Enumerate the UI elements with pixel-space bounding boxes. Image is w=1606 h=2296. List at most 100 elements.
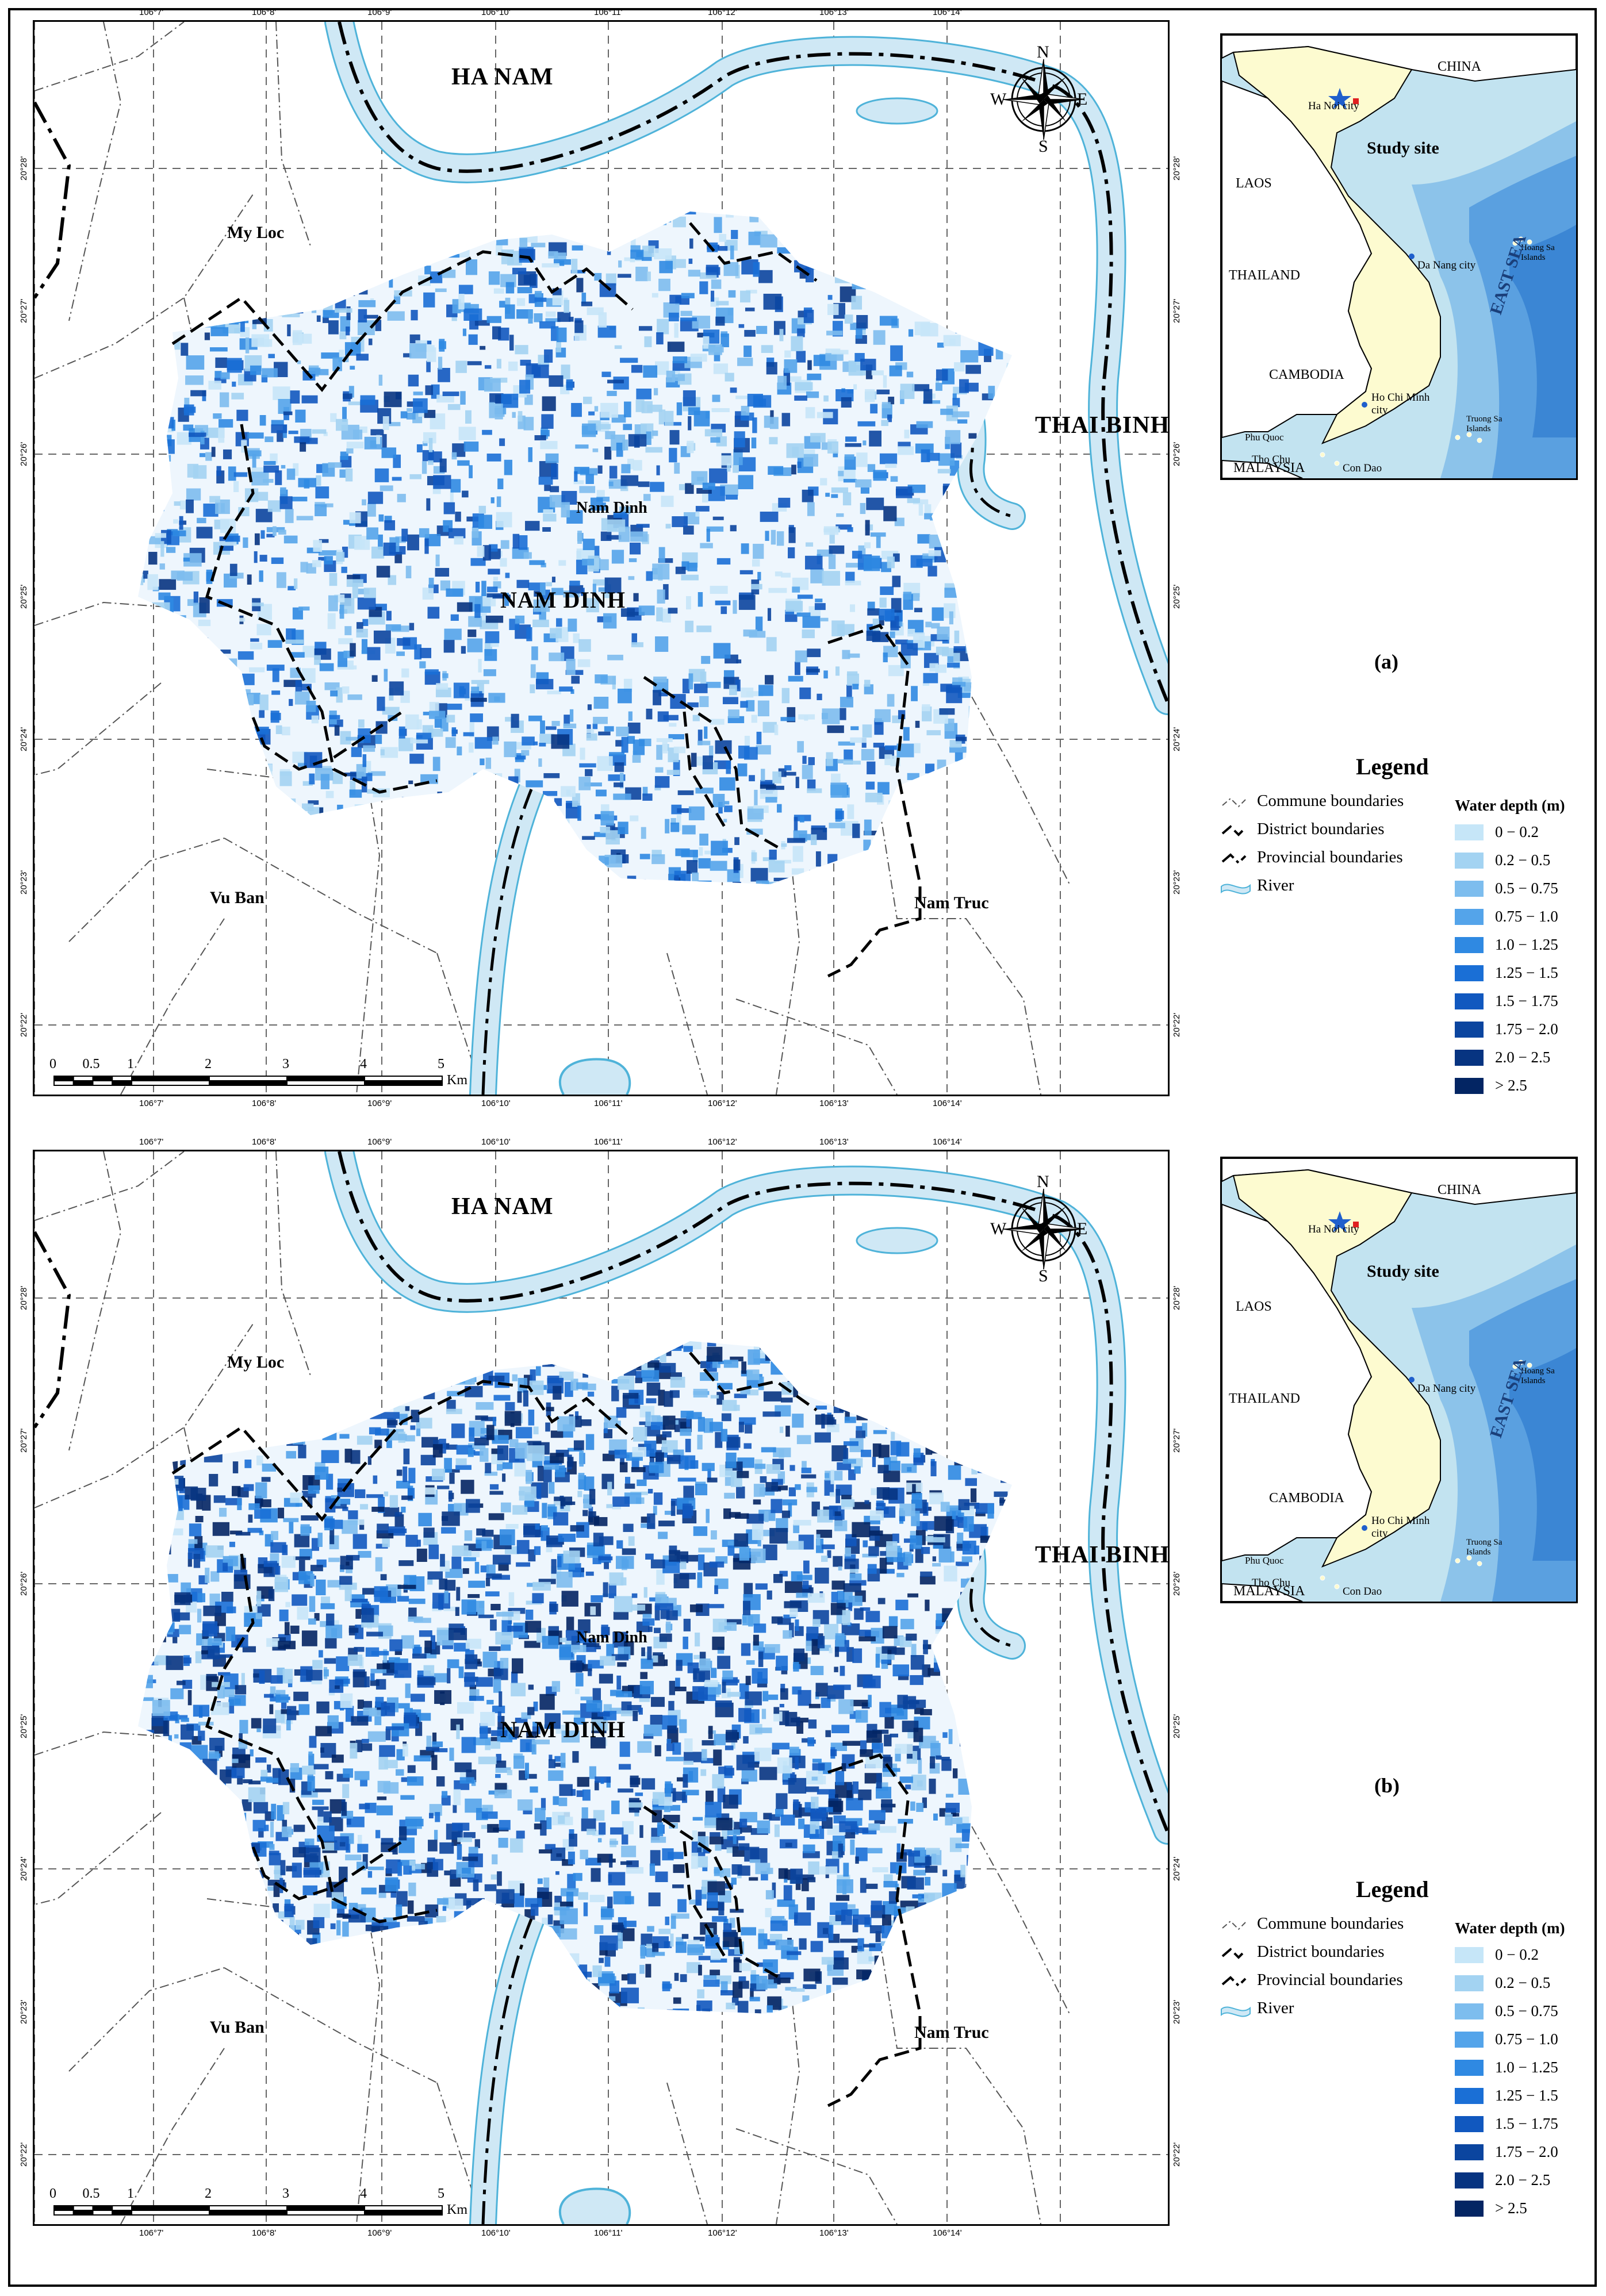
flood-cell — [315, 486, 329, 499]
flood-cell — [635, 266, 648, 282]
flood-cell — [271, 690, 281, 695]
flood-cell — [334, 725, 340, 736]
flood-cell — [398, 726, 405, 739]
flood-cell — [957, 1512, 964, 1521]
flood-cell — [700, 543, 713, 548]
flood-cell — [712, 394, 720, 402]
flood-cell — [807, 360, 812, 370]
flood-cell — [315, 504, 327, 517]
flood-cell — [169, 750, 185, 759]
flood-cell — [428, 437, 433, 452]
flood-cell — [285, 233, 294, 247]
flood-cell — [681, 293, 695, 298]
flood-cell — [541, 429, 550, 437]
flood-cell — [657, 318, 669, 335]
flood-cell — [930, 1341, 948, 1346]
flood-cell — [530, 684, 535, 693]
flood-cell — [702, 1740, 716, 1746]
flood-cell — [138, 312, 154, 318]
flood-cell — [454, 800, 470, 809]
flood-cell — [982, 526, 990, 531]
flood-cell — [725, 373, 734, 382]
flood-cell — [780, 1684, 785, 1692]
provincial-boundary — [35, 1231, 71, 1429]
flood-cell — [363, 892, 381, 905]
flood-cell — [281, 875, 298, 884]
flood-cell — [688, 258, 693, 264]
flood-cell — [960, 221, 970, 227]
flood-cell — [663, 584, 669, 600]
flood-cell — [992, 416, 1009, 431]
flood-cell — [851, 295, 863, 310]
flood-cell — [938, 453, 955, 466]
flood-cell — [141, 1553, 150, 1558]
flood-cell — [917, 816, 934, 826]
flood-cell — [787, 1951, 802, 1955]
flood-cell — [789, 376, 802, 382]
flood-cell — [657, 589, 665, 604]
flood-cell — [930, 217, 946, 231]
flood-cell — [490, 1874, 497, 1880]
flood-cell — [907, 1593, 919, 1598]
flood-cell — [335, 1946, 345, 1956]
flood-cell — [724, 805, 733, 812]
flood-cell — [595, 789, 607, 797]
flood-cell — [195, 691, 201, 697]
flood-cell — [218, 428, 225, 443]
flood-cell — [663, 715, 679, 721]
flood-cell — [794, 817, 798, 832]
lake — [856, 97, 938, 125]
flood-cell — [615, 740, 623, 747]
flood-cell — [141, 1539, 155, 1548]
flood-cell — [352, 1946, 366, 1952]
flood-cell — [187, 1690, 192, 1706]
flood-cell — [715, 882, 720, 884]
flood-cell — [220, 1769, 232, 1784]
flood-cell — [806, 1358, 824, 1369]
flood-cell — [357, 597, 376, 610]
flood-cell — [895, 1748, 901, 1762]
flood-cell — [270, 713, 281, 720]
flood-cell — [772, 771, 781, 784]
flood-cell — [633, 593, 639, 602]
flood-cell — [992, 1791, 1010, 1797]
flood-cell — [881, 402, 891, 409]
flood-cell — [691, 752, 697, 767]
flood-cell — [533, 599, 550, 612]
flood-cell — [854, 1466, 861, 1474]
flood-cell — [672, 374, 685, 381]
flood-cell — [788, 1622, 794, 1638]
flood-cell — [589, 1345, 606, 1349]
flood-cell — [969, 1938, 988, 1951]
flood-cell — [163, 2004, 175, 2014]
flood-cell — [196, 1493, 203, 1510]
flood-cell — [293, 1980, 302, 1988]
flood-cell — [400, 411, 408, 418]
flood-cell — [484, 378, 501, 392]
flood-cell — [737, 1874, 742, 1879]
flood-cell — [515, 615, 525, 624]
flood-cell — [230, 827, 244, 840]
flood-cell — [746, 290, 757, 294]
flood-cell — [1013, 1599, 1023, 1613]
flood-cell — [474, 737, 492, 749]
flood-cell — [526, 780, 543, 788]
flood-cell — [470, 828, 482, 835]
flood-cell — [271, 1803, 277, 1820]
flood-cell — [973, 1406, 978, 1419]
scale-segment — [112, 1076, 132, 1081]
flood-cell — [283, 411, 293, 416]
district-boundary — [827, 624, 922, 978]
flood-cell — [318, 556, 327, 561]
flood-cell — [553, 1501, 561, 1513]
flood-cell — [407, 1361, 423, 1373]
flood-cell — [661, 216, 672, 222]
flood-cell — [386, 1433, 392, 1448]
flood-cell — [653, 1652, 664, 1656]
flood-cell — [220, 649, 231, 654]
flood-cell — [185, 1906, 202, 1920]
flood-cell — [229, 1395, 244, 1406]
flood-cell — [878, 1445, 890, 1458]
flood-cell — [769, 1814, 780, 1821]
flood-cell — [298, 893, 302, 900]
